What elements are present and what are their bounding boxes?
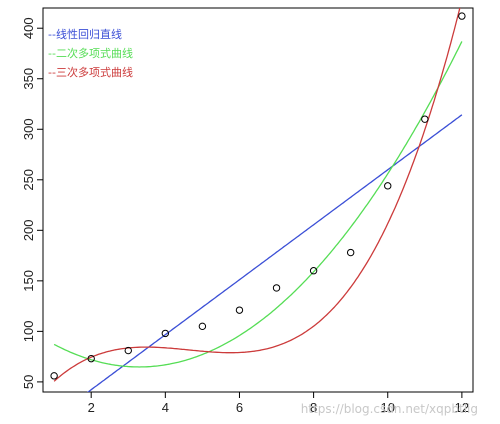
plot-frame: [42, 7, 474, 393]
y-tick-label: 200: [21, 219, 36, 241]
legend-entry: --三次多项式曲线: [48, 65, 133, 79]
x-tick-label: 4: [162, 400, 169, 415]
x-tick-label: 8: [310, 400, 317, 415]
fit-line-linear: [86, 114, 463, 392]
legend-entry: --线性回归直线: [48, 27, 122, 41]
x-tick-label: 10: [381, 400, 395, 415]
x-tick-label: 12: [455, 400, 469, 415]
y-tick-label: 300: [21, 118, 36, 140]
data-point: [272, 284, 281, 292]
data-point: [124, 346, 132, 355]
fit-line-quadratic: [53, 41, 463, 368]
y-tick-label: 400: [21, 17, 36, 39]
data-point: [309, 267, 318, 275]
axes: 2 4 6 8 10 12 50 100 150 200 250 300 350 400: [21, 17, 469, 415]
data-point: [87, 354, 95, 363]
legend: --线性回归直线 --二次多项式曲线 --三次多项式曲线: [48, 27, 133, 79]
x-tick-label: 2: [88, 400, 95, 415]
data-point: [235, 306, 244, 314]
data-point: [161, 329, 170, 338]
y-tick-label: 150: [21, 270, 36, 292]
data-point: [198, 322, 207, 331]
data-points: [50, 12, 466, 380]
y-tick-label: 250: [21, 169, 36, 191]
fit-lines: [53, 8, 463, 392]
x-tick-label: 6: [236, 400, 243, 415]
y-tick-label: 100: [21, 321, 36, 343]
y-tick-label: 350: [21, 68, 36, 90]
data-point: [421, 115, 429, 123]
y-tick-label: 50: [21, 375, 36, 389]
legend-entry: --二次多项式曲线: [48, 46, 133, 60]
data-point: [458, 12, 466, 20]
data-point: [346, 248, 355, 257]
data-point: [384, 182, 392, 190]
watermark: https://blog.csdn.net/xqpbtlig: [300, 402, 478, 416]
data-point: [50, 372, 58, 380]
fit-line-cubic: [53, 8, 461, 382]
